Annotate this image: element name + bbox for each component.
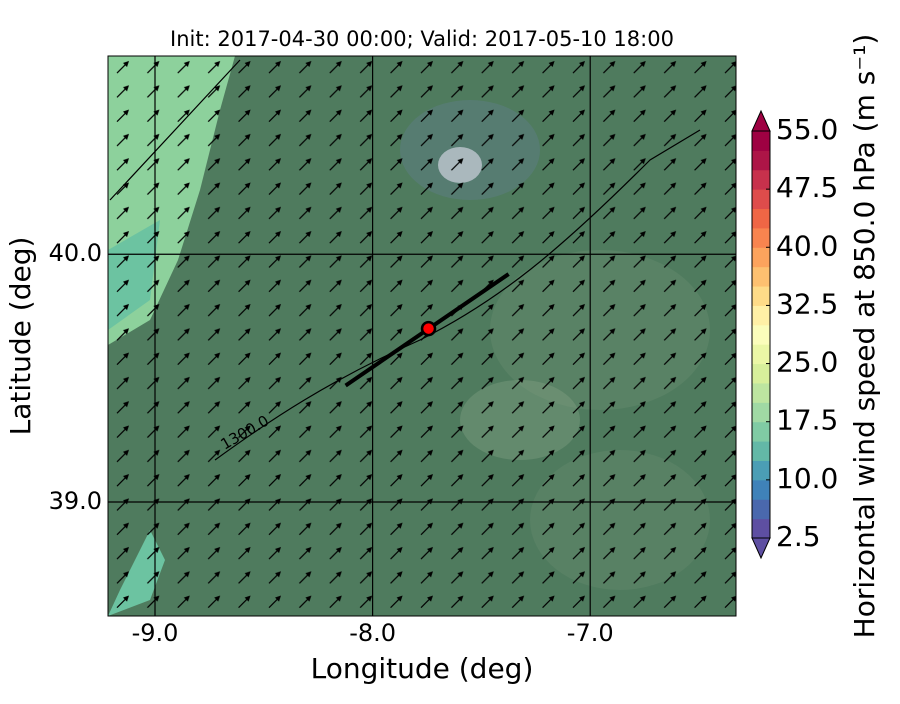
colorbar-band: [752, 363, 770, 384]
colorbar-tick-label: 17.5: [776, 404, 838, 437]
colorbar-band: [752, 131, 770, 151]
colorbar-band: [752, 499, 770, 520]
colorbar-band: [752, 518, 770, 539]
y-axis-label: Latitude (deg): [4, 237, 37, 436]
colorbar-band: [752, 421, 770, 442]
colorbar-tick-label: 40.0: [776, 229, 838, 262]
colorbar-band: [752, 247, 770, 268]
site-marker: [420, 320, 437, 337]
colorbar-band: [752, 344, 770, 365]
colorbar-tick-label: 10.0: [776, 462, 838, 495]
data-layer: -9.0 -8.0 -7.0 39.0 40.0 2.5 10.0 17.5 25.0 32.5 4…: [49, 56, 838, 647]
colorbar-extend-top: [751, 109, 771, 132]
colorbar-band: [752, 208, 770, 229]
plot-frame: [107, 55, 737, 617]
map-background: 1300.0: [108, 56, 736, 616]
colorbar-band: [752, 286, 770, 306]
chart-title: Init: 2017-04-30 00:00; Valid: 2017-05-1…: [170, 27, 674, 51]
colorbar-band: [752, 402, 770, 423]
colorbar-tick-label: 32.5: [776, 287, 838, 320]
colorbar-band: [752, 150, 770, 171]
x-axis-label: Longitude (deg): [311, 652, 534, 685]
colorbar-band: [752, 305, 770, 326]
colorbar-extend-bottom: [751, 537, 771, 560]
x-tick-label: -8.0: [349, 619, 396, 647]
colorbar-band: [752, 266, 770, 287]
colorbar-tick-label: 2.5: [776, 520, 821, 553]
colorbar-tick-label: 55.0: [776, 113, 838, 146]
colorbar-band: [752, 189, 770, 210]
x-tick-label: -7.0: [567, 619, 614, 647]
colorbar-band: [752, 441, 770, 461]
colorbar-frame: [751, 130, 771, 539]
colorbar-band: [752, 169, 770, 190]
colorbar-band: [752, 479, 770, 500]
colorbar-band: [752, 227, 770, 248]
colorbar-label: Horizontal wind speed at 850.0 hPa (m s⁻…: [848, 34, 881, 639]
colorbar-band: [752, 324, 770, 345]
y-tick-label: 39.0: [49, 487, 102, 515]
x-tick-label: -9.0: [132, 619, 179, 647]
colorbar-band: [752, 382, 770, 403]
y-tick-label: 40.0: [49, 239, 102, 267]
colorbar-band: [752, 460, 770, 481]
colorbar-tick-label: 47.5: [776, 171, 838, 204]
colorbar-tick-label: 25.0: [776, 346, 838, 379]
